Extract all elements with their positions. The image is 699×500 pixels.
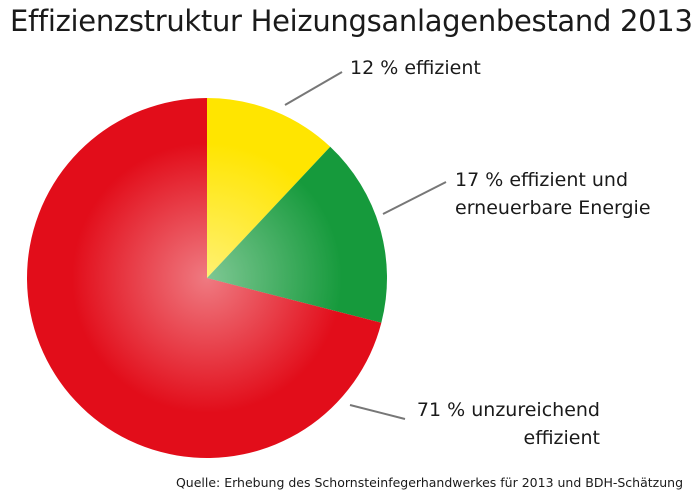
chart-title: Effizienzstruktur Heizungsanlagenbestand… xyxy=(10,4,693,38)
category-label: effizient und erneuerbare Energie xyxy=(455,169,651,219)
value-label: 71 % xyxy=(416,399,466,421)
leader-line xyxy=(349,404,406,420)
slice-label: 71 % unzureichend effizient xyxy=(410,396,600,452)
leader-line xyxy=(382,181,447,215)
leader-line xyxy=(284,71,343,106)
slice-label: 12 % effizient xyxy=(350,54,481,82)
category-label: unzureichend effizient xyxy=(471,399,600,449)
source-note: Quelle: Erhebung des Schornsteinfegerhan… xyxy=(175,475,683,490)
category-label: effizient xyxy=(404,57,481,79)
value-label: 17 % xyxy=(455,169,504,191)
pie-slice xyxy=(207,146,387,323)
value-label: 12 % xyxy=(350,57,399,79)
pie-slice xyxy=(27,97,382,458)
slice-label: 17 % effizient und erneuerbare Energie xyxy=(455,166,655,222)
pie-slice xyxy=(207,98,331,278)
